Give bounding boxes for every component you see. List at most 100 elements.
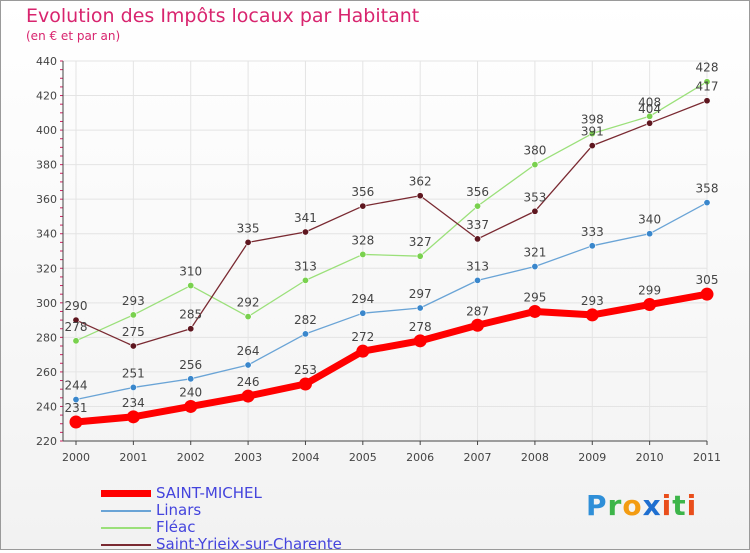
data-label: 353: [523, 190, 546, 204]
y-tick-label: 280: [36, 331, 57, 344]
x-tick-label: 2007: [464, 451, 492, 464]
data-point: [301, 330, 309, 338]
data-label: 358: [696, 182, 719, 196]
data-point: [585, 308, 599, 322]
data-point: [531, 207, 539, 215]
data-label: 335: [237, 221, 260, 235]
data-point: [72, 337, 80, 345]
data-label: 290: [65, 299, 88, 313]
data-point: [244, 313, 252, 321]
data-point: [359, 309, 367, 317]
proxiti-logo: Proxiti: [586, 489, 698, 522]
data-label: 293: [122, 294, 145, 308]
x-tick-label: 2005: [349, 451, 377, 464]
data-point: [646, 112, 654, 120]
chart-subtitle: (en € et par an): [26, 29, 121, 43]
data-label: 282: [294, 313, 317, 327]
data-label: 328: [351, 233, 374, 247]
y-tick-label: 400: [36, 124, 57, 137]
data-point: [187, 325, 195, 333]
data-label: 287: [466, 304, 489, 318]
data-point: [241, 389, 255, 403]
data-label: 297: [409, 287, 432, 301]
data-label: 310: [179, 265, 202, 279]
data-point: [474, 276, 482, 284]
x-tick-label: 2006: [406, 451, 434, 464]
y-tick-label: 420: [36, 90, 57, 103]
x-tick-label: 2008: [521, 451, 549, 464]
data-point: [528, 304, 542, 318]
data-label: 398: [581, 113, 604, 127]
data-point: [531, 263, 539, 271]
x-tick-label: 2009: [578, 451, 606, 464]
legend-swatch: [101, 510, 151, 512]
data-point: [126, 410, 140, 424]
data-point: [416, 252, 424, 260]
data-label: 341: [294, 211, 317, 225]
data-label: 293: [581, 294, 604, 308]
data-label: 327: [409, 235, 432, 249]
data-label: 313: [294, 259, 317, 273]
data-label: 321: [523, 246, 546, 260]
y-tick-label: 360: [36, 193, 57, 206]
data-label: 356: [466, 185, 489, 199]
data-label: 380: [523, 144, 546, 158]
data-label: 404: [638, 102, 661, 116]
data-label: 294: [351, 292, 374, 306]
y-tick-label: 340: [36, 228, 57, 241]
data-label: 231: [65, 401, 88, 415]
data-label: 337: [466, 218, 489, 232]
data-point: [301, 276, 309, 284]
x-tick-label: 2011: [693, 451, 721, 464]
data-point: [244, 238, 252, 246]
data-point: [588, 242, 596, 250]
series-line: [75, 81, 708, 342]
x-tick-label: 2000: [62, 451, 90, 464]
data-label: 391: [581, 125, 604, 139]
data-point: [301, 228, 309, 236]
data-label: 299: [638, 284, 661, 298]
data-label: 305: [696, 273, 719, 287]
data-point: [646, 230, 654, 238]
x-tick-label: 2003: [234, 451, 262, 464]
data-point: [646, 119, 654, 127]
data-point: [129, 311, 137, 319]
data-point: [703, 78, 711, 86]
data-point: [359, 202, 367, 210]
data-point: [187, 375, 195, 383]
data-point: [588, 142, 596, 150]
legend-label: Linars: [156, 501, 202, 519]
legend-swatch: [101, 527, 151, 529]
data-point: [356, 344, 370, 358]
x-tick-label: 2001: [119, 451, 147, 464]
data-point: [298, 377, 312, 391]
legend-label: Saint-Yrieix-sur-Charente: [156, 535, 342, 553]
data-point: [471, 318, 485, 332]
data-label: 333: [581, 225, 604, 239]
data-point: [129, 383, 137, 391]
data-point: [643, 298, 657, 312]
y-tick-label: 440: [36, 55, 57, 68]
data-point: [244, 361, 252, 369]
data-label: 240: [179, 385, 202, 399]
data-point: [416, 192, 424, 200]
data-point: [72, 396, 80, 404]
data-point: [129, 342, 137, 350]
data-label: 292: [237, 296, 260, 310]
data-label: 256: [179, 358, 202, 372]
chart-title: Evolution des Impôts locaux par Habitant: [26, 5, 420, 27]
legend-label: Fléac: [156, 518, 196, 536]
y-tick-label: 380: [36, 159, 57, 172]
legend-swatch: [101, 544, 151, 546]
y-tick-label: 260: [36, 366, 57, 379]
data-point: [69, 415, 83, 429]
data-point: [474, 235, 482, 243]
data-label: 408: [638, 95, 661, 109]
data-point: [703, 199, 711, 207]
data-point: [72, 316, 80, 324]
data-label: 313: [466, 259, 489, 273]
series-line: [75, 100, 708, 347]
data-label: 356: [351, 185, 374, 199]
data-label: 272: [351, 330, 374, 344]
